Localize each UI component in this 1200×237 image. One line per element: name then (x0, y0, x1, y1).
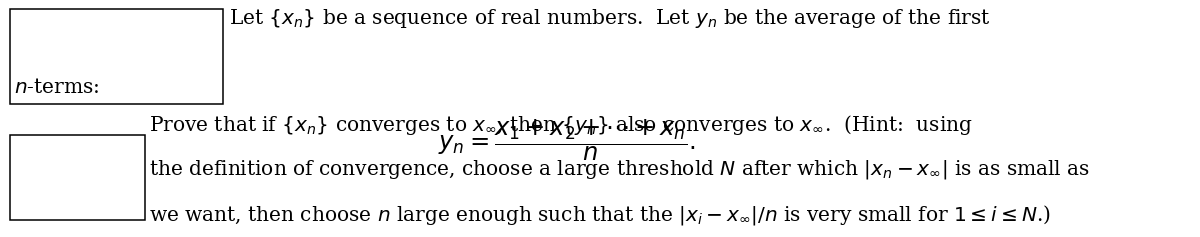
Text: Prove that if $\{x_n\}$ converges to $x_\infty$, then $\{y_n\}$ also converges t: Prove that if $\{x_n\}$ converges to $x_… (149, 113, 972, 137)
Bar (10, 135, 145, 220)
Text: $n$-terms:: $n$-terms: (14, 78, 100, 97)
Text: the definition of convergence, choose a large threshold $N$ after which $|x_n - : the definition of convergence, choose a … (149, 158, 1090, 181)
Text: Let $\{x_n\}$ be a sequence of real numbers.  Let $y_n$ be the average of the fi: Let $\{x_n\}$ be a sequence of real numb… (229, 7, 991, 30)
Text: $y_n = \dfrac{x_1 + x_2 + \cdots + x_n}{n}.$: $y_n = \dfrac{x_1 + x_2 + \cdots + x_n}{… (438, 117, 696, 163)
Text: we want, then choose $n$ large enough such that the $|x_i - x_\infty|/n$ is very: we want, then choose $n$ large enough su… (149, 203, 1050, 227)
Bar (10, 9, 223, 104)
